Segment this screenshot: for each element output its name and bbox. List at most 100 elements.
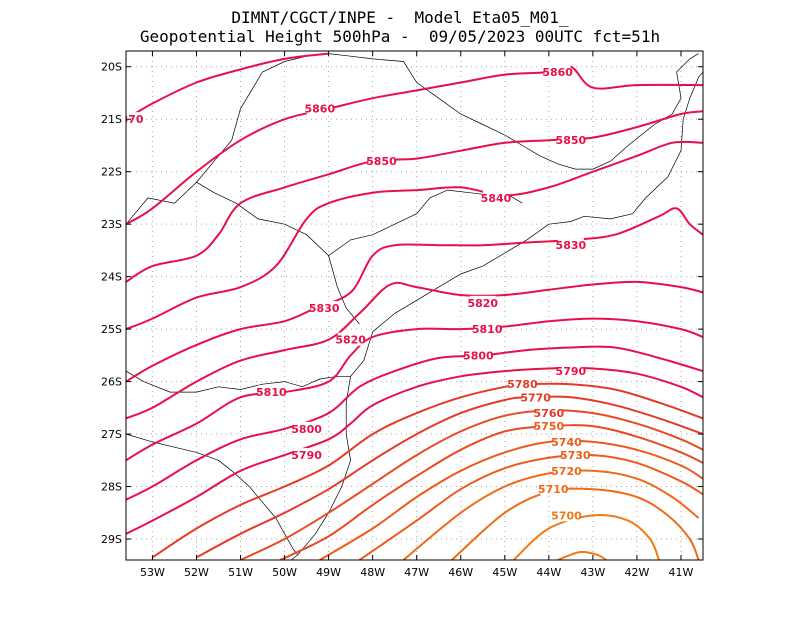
contour-label: 5810 [256,386,287,399]
contour-5860 [126,65,703,226]
x-tick-label: 45W [492,566,517,579]
contour-5700 [512,514,660,560]
contour-label: 5780 [507,378,538,391]
contour-label: 5700 [551,509,582,522]
contour-label-bg [544,64,571,78]
contour-label: 5840 [481,192,512,205]
contour-label-bg [469,295,496,309]
contour-label: 5710 [538,483,569,496]
contour-label: 5790 [291,449,322,462]
contour-5820 [126,280,703,420]
contour-5840 [126,140,703,331]
contour-labels: 5870 5860 5860 5850 5850 5840 5830 5830 5820 5820… [113,64,591,522]
x-tick-label: 48W [360,566,385,579]
contour-label: 5820 [335,334,366,347]
contour-label-bg [557,364,584,378]
x-tick-label: 51W [228,566,253,579]
y-tick-label: 26S [101,376,122,389]
border-line [372,71,703,332]
contour-5730 [358,453,703,560]
contour-label: 5870 [113,113,144,126]
contour-label-bg [306,101,333,115]
contour-label-bg [522,390,549,404]
y-tick-label: 27S [101,428,122,441]
contour-5750 [279,424,703,560]
contour-5870 [126,52,329,121]
contour-label-bg [126,112,142,126]
contour-label: 5800 [463,349,494,362]
contour-label-bg [540,482,567,496]
contour-label-bg [509,377,536,391]
contour-label-bg [535,419,562,433]
x-tick-label: 50W [272,566,297,579]
contour-5690 [557,550,607,560]
contour-5760 [240,409,703,560]
contour-label-bg [557,133,584,147]
x-tick-label: 53W [140,566,165,579]
contour-label-bg [337,332,364,346]
contour-label-bg [474,322,501,336]
contour-label: 5720 [551,465,582,478]
contour-label: 5750 [534,420,565,433]
height-contours [126,52,703,560]
contour-label: 5850 [556,134,587,147]
x-tick-label: 46W [448,566,473,579]
lat-lon-grid [126,51,703,560]
political-borders [126,53,703,560]
contour-label-bg [557,238,584,252]
contour-label-bg [311,301,338,315]
contour-5740 [319,439,703,560]
contour-label: 5830 [309,302,340,315]
contour-label: 5860 [542,66,573,79]
y-tick-label: 22S [101,166,122,179]
x-tick-label: 41W [669,566,694,579]
contour-5830 [126,207,703,383]
contour-label: 5830 [556,239,587,252]
contour-5770 [196,395,703,559]
contour-5810 [126,317,703,462]
y-tick-label: 25S [101,323,122,336]
plot-frame [125,50,704,561]
border-line [290,331,374,560]
x-tick-label: 49W [316,566,341,579]
border-line [126,433,299,556]
axis-ticks: 53W 52W 51W 50W 49W 48W 47W 46W 45W 44W 43W 42W 41W 2… [101,51,703,579]
y-tick-label: 20S [101,61,122,74]
contour-label: 5730 [560,449,591,462]
title-line-1: DIMNT/CGCT/INPE - Model Eta05_M01_ [231,8,569,27]
contour-label: 5810 [472,323,503,336]
x-tick-label: 43W [580,566,605,579]
contour-5780 [151,382,703,559]
y-tick-label: 23S [101,218,122,231]
contour-label-bg [562,448,589,462]
contour-label: 5860 [304,103,335,116]
contour-label: 5740 [551,436,582,449]
contour-label: 5770 [520,391,551,404]
border-line [126,370,351,393]
contour-label-bg [293,448,320,462]
contour-label-bg [553,508,580,522]
contour-label-bg [553,434,580,448]
x-tick-label: 47W [404,566,429,579]
contour-label: 5850 [366,155,397,168]
contour-5710 [451,487,700,560]
contour-label: 5760 [534,407,565,420]
y-tick-label: 24S [101,271,122,284]
contour-label-bg [535,406,562,420]
contour-5800 [126,345,703,501]
contour-label-bg [368,154,395,168]
contour-5850 [126,110,703,283]
title-line-2: Geopotential Height 500hPa - 09/05/2023 … [139,27,661,46]
y-tick-label: 21S [101,113,122,126]
contour-label-bg [482,190,509,204]
x-tick-label: 52W [184,566,209,579]
contour-label-bg [553,463,580,477]
x-tick-label: 44W [536,566,561,579]
y-tick-label: 28S [101,481,122,494]
contour-label: 5820 [467,297,498,310]
contour-label-bg [258,385,285,399]
contour-label-bg [293,421,320,435]
contour-label: 5800 [291,423,322,436]
x-tick-label: 42W [624,566,649,579]
